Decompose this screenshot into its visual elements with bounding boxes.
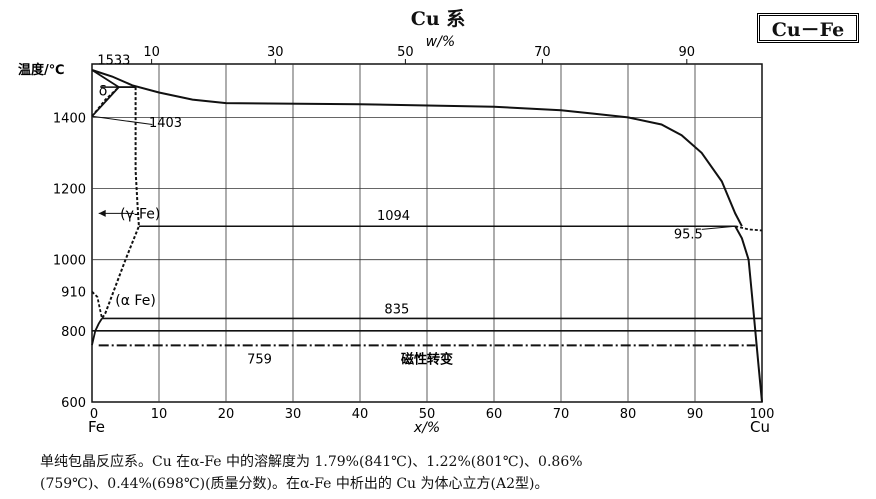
gamma-arrow-head (98, 209, 106, 217)
y-tick-label-1200: 1200 (53, 183, 86, 198)
cu-solvus-dashed-curve (734, 225, 763, 232)
x-tick-label-60: 60 (486, 407, 503, 422)
x-tick-label-100: 100 (750, 407, 775, 422)
axis-labels: 10 20 30 40 50 60 70 80 90 0 100 600 800 1000 1200 1400… (53, 45, 775, 422)
annotation-1403: 1403 (149, 116, 182, 131)
top-tick-label-70: 70 (534, 45, 551, 60)
x-tick-label-30: 30 (285, 407, 302, 422)
x-tick-label-40: 40 (352, 407, 369, 422)
pointer-1403 (91, 115, 153, 125)
annotation-835: 835 (384, 302, 409, 317)
annotation-1094: 1094 (377, 209, 410, 224)
y-tick-label-800: 800 (61, 325, 86, 340)
x-tick-label-50: 50 (419, 407, 436, 422)
y-tick-label-1400: 1400 (53, 111, 86, 126)
annotation-95-5: 95.5 (674, 227, 703, 242)
annotation-magnetic-transition: 磁性转变 (401, 351, 453, 367)
x-tick-label-20: 20 (218, 407, 235, 422)
x-axis-right-end: Cu (750, 418, 770, 436)
top-axis-label: w/% (426, 34, 455, 50)
y-tick-label-600: 600 (61, 396, 86, 411)
x-tick-label-90: 90 (687, 407, 704, 422)
annotation-alpha-fe: (α Fe) (115, 293, 156, 309)
grid (91, 59, 763, 403)
y-tick-label-910: 910 (61, 286, 86, 301)
system-badge: Cu－Fe (757, 13, 859, 43)
pointer-95-5 (701, 225, 736, 230)
liquidus-curve (91, 69, 743, 227)
annotation-gamma-fe: (γ-Fe) (120, 206, 160, 222)
annotation-1533: 1533 (97, 54, 130, 69)
y-axis-label: 温度/℃ (18, 62, 65, 78)
x-tick-label-80: 80 (620, 407, 637, 422)
top-tick-label-30: 30 (267, 45, 284, 60)
caption-line-1: 单纯包晶反应系。Cu 在α-Fe 中的溶解度为 1.79%(841℃)、1.22… (40, 454, 583, 470)
caption-line-2: (759℃)、0.44%(698℃)(质量分数)。在α-Fe 中析出的 Cu 为… (40, 476, 549, 492)
alpha-left-curve (91, 317, 103, 346)
y-tick-label-1000: 1000 (53, 254, 86, 269)
top-tick-label-90: 90 (679, 45, 696, 60)
phase-curves (91, 69, 763, 403)
x-axis-left-end: Fe (88, 418, 105, 436)
top-tick-label-50: 50 (397, 45, 414, 60)
x-tick-label-70: 70 (553, 407, 570, 422)
top-tick-label-10: 10 (143, 45, 160, 60)
x-tick-label-10: 10 (151, 407, 168, 422)
x-axis-label: x/% (413, 420, 440, 436)
annotation-delta: δ (99, 83, 108, 99)
annotation-759: 759 (247, 352, 272, 367)
system-title: Cu 系 (410, 8, 466, 30)
gamma-boundary-curve (101, 87, 140, 319)
x-tick-label-0: 0 (90, 407, 98, 422)
delta-dashed-curve (91, 86, 120, 117)
cu-side-curve (734, 225, 763, 403)
alpha-910-curve (91, 291, 103, 319)
